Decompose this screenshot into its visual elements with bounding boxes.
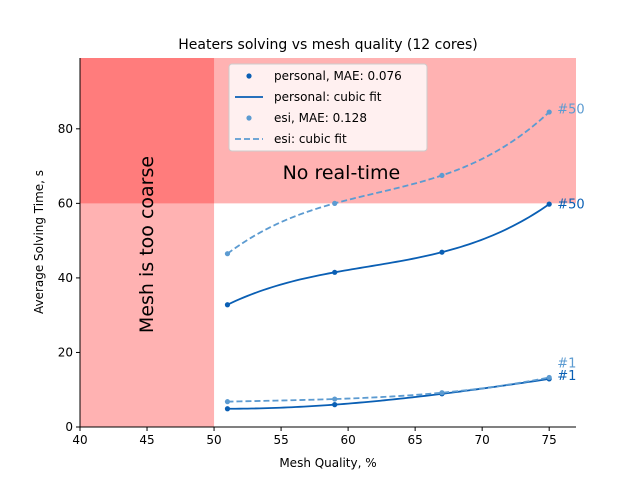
data-point-3-3 [546,374,552,381]
data-point-3-0 [224,399,231,405]
region-label-no-realtime: No real-time [283,162,401,184]
fit-line-2 [227,378,550,410]
series-tags: #50 #50 #1#1 [557,102,584,384]
data-point-1-3 [546,109,552,115]
data-point-1-0 [224,251,231,257]
y-tick-label-0: 0 [65,420,73,434]
y-axis-label: Average Solving Time, s [32,170,46,314]
data-point-3-2 [439,390,445,396]
y-tick-label-1: 20 [58,345,73,359]
x-tick-label-3: 55 [273,433,288,447]
region-label-coarse: Mesh is too coarse [136,156,158,333]
x-tick-label-0: 40 [72,433,87,447]
data-point-0-1 [332,269,338,275]
legend: personal, MAE: 0.076 personal: cubic fit e… [228,63,428,152]
legend-label-2: esi, MAE: 0.128 [274,111,367,125]
fit-line-3 [227,376,550,403]
data-point-2-1 [332,402,338,408]
x-axis-label: Mesh Quality, % [279,456,376,470]
legend-label-0: personal, MAE: 0.076 [274,69,402,83]
x-tick-label-7: 75 [542,433,557,447]
series-tag-1: #50 [557,197,584,212]
fit-line-0 [227,203,550,306]
legend-marker-0 [246,73,252,79]
legend-marker-2 [246,115,252,121]
data-point-3-1 [332,396,338,402]
series-tag-0: #50 [557,102,584,117]
data-point-0-3 [546,201,552,207]
y-tick-label-3: 60 [58,196,73,210]
legend-box [228,63,428,152]
data-point-1-1 [332,200,338,206]
fit-line-1 [226,111,550,255]
data-point-0-0 [224,302,231,308]
chart-title: Heaters solving vs mesh quality (12 core… [178,37,478,53]
axes [79,58,576,428]
series-tag-2: #1 [557,357,576,372]
y-tick-label-4: 80 [58,122,73,136]
y-tick-label-2: 40 [58,271,73,285]
x-tick-label-5: 65 [407,433,422,447]
ticks: 40 45 50 55 60 65 70 75 0 20 40 60 80 [58,122,557,447]
series-tag-3: #1 [557,369,576,384]
series-points [224,109,552,412]
x-tick-label-1: 45 [139,433,154,447]
data-point-0-2 [439,249,445,255]
legend-label-1: personal: cubic fit [274,90,382,104]
region-0 [80,58,215,427]
x-tick-label-6: 70 [475,433,490,447]
x-tick-label-4: 60 [340,433,355,447]
series-lines [226,111,550,410]
data-point-1-2 [439,172,445,179]
region-labels: Mesh is too coarse No real-time [136,156,400,333]
data-point-2-0 [224,406,231,412]
legend-label-3: esi: cubic fit [274,132,347,146]
x-tick-label-2: 50 [206,433,221,447]
